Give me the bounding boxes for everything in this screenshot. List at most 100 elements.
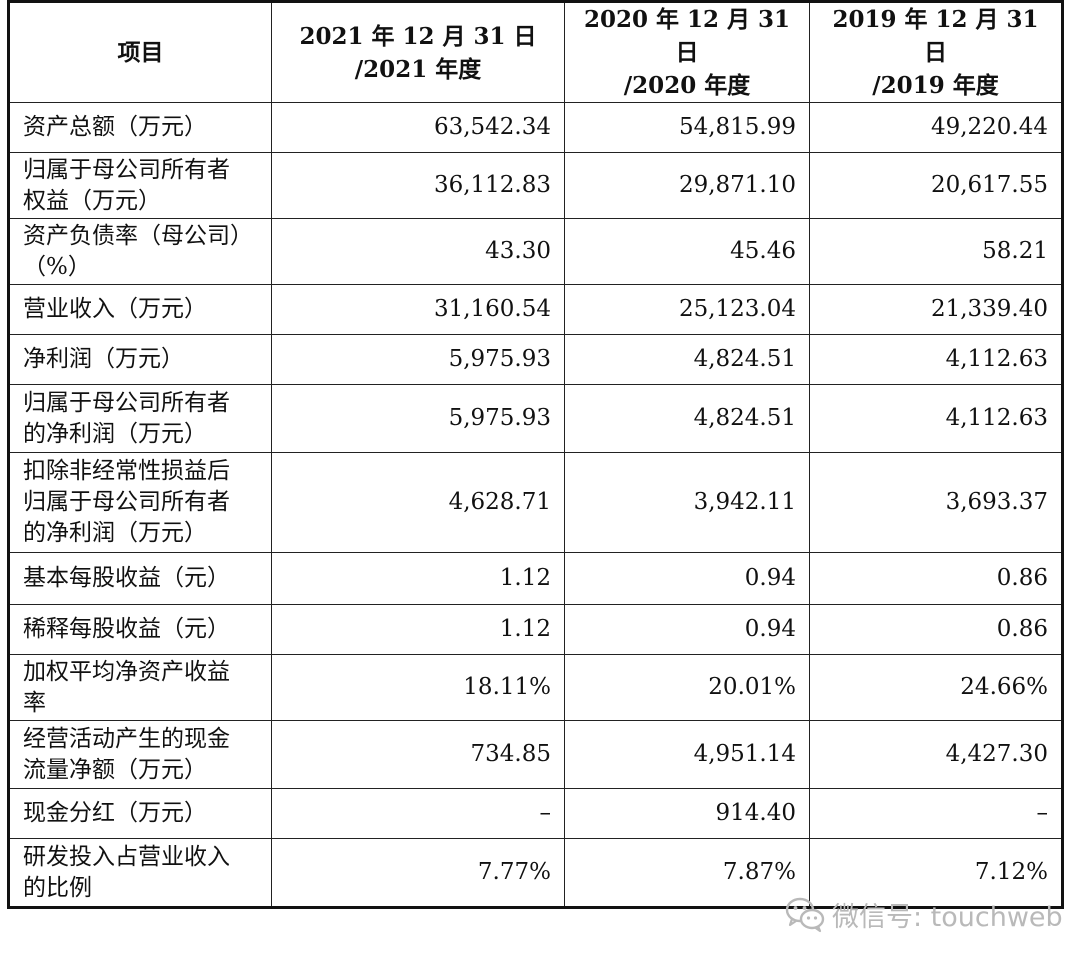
- value-2019: 0.86: [809, 552, 1063, 605]
- value-2021: 31,160.54: [271, 284, 565, 335]
- table-row: 资产负债率（母公司） （%） 43.30 45.46 58.21: [8, 218, 1063, 285]
- value-2020: 20.01%: [564, 654, 810, 721]
- value-2019: –: [809, 788, 1063, 839]
- value-2021: 18.11%: [271, 654, 565, 721]
- label-line: 权益（万元）: [23, 187, 161, 214]
- table-row: 加权平均净资产收益 率 18.11% 20.01% 24.66%: [8, 654, 1063, 721]
- header-line: 2019 年 12 月 31 日: [832, 6, 1039, 66]
- row-label: 资产总额（万元）: [8, 102, 272, 153]
- value-2020: 25,123.04: [564, 284, 810, 335]
- value-2019: 49,220.44: [809, 102, 1063, 153]
- table-row: 研发投入占营业收入 的比例 7.77% 7.87% 7.12%: [8, 838, 1063, 908]
- header-line: 2021 年 12 月 31 日: [299, 22, 537, 50]
- label-line: 基本每股收益（元）: [23, 565, 230, 591]
- table-row: 基本每股收益（元） 1.12 0.94 0.86: [8, 552, 1063, 605]
- table-row: 现金分红（万元） – 914.40 –: [8, 788, 1063, 839]
- value-2021: 734.85: [271, 720, 565, 789]
- header-2019: 2019 年 12 月 31 日 /2019 年度: [809, 1, 1063, 103]
- value-2021: 1.12: [271, 604, 565, 655]
- label-line: 营业收入（万元）: [23, 296, 207, 322]
- header-line: /2021 年度: [354, 55, 482, 83]
- watermark: 微信号: touchweb: [784, 893, 1063, 935]
- value-2019: 24.66%: [809, 654, 1063, 721]
- value-2019: 21,339.40: [809, 284, 1063, 335]
- label-line: 的净利润（万元）: [23, 420, 207, 447]
- table-row: 扣除非经常性损益后 归属于母公司所有者 的净利润（万元） 4,628.71 3,…: [8, 452, 1063, 553]
- value-2020: 4,951.14: [564, 720, 810, 789]
- row-label: 归属于母公司所有者 的净利润（万元）: [8, 384, 272, 453]
- value-2021: 36,112.83: [271, 152, 565, 219]
- row-label: 研发投入占营业收入 的比例: [8, 838, 272, 908]
- table-row: 归属于母公司所有者 的净利润（万元） 5,975.93 4,824.51 4,1…: [8, 384, 1063, 453]
- value-2019: 20,617.55: [809, 152, 1063, 219]
- row-label: 营业收入（万元）: [8, 284, 272, 335]
- table-row: 营业收入（万元） 31,160.54 25,123.04 21,339.40: [8, 284, 1063, 335]
- value-2019: 4,112.63: [809, 334, 1063, 385]
- label-line: 资产负债率（母公司）: [23, 222, 253, 249]
- row-label: 净利润（万元）: [8, 334, 272, 385]
- label-line: 加权平均净资产收益: [23, 658, 230, 685]
- label-line: 经营活动产生的现金: [23, 725, 230, 752]
- row-label: 资产负债率（母公司） （%）: [8, 218, 272, 285]
- label-line: 净利润（万元）: [23, 346, 184, 372]
- header-line: 项目: [117, 39, 164, 66]
- header-2021: 2021 年 12 月 31 日 /2021 年度: [271, 1, 565, 103]
- value-2019: 3,693.37: [809, 452, 1063, 553]
- label-line: 稀释每股收益（元）: [23, 616, 230, 642]
- value-2020: 0.94: [564, 552, 810, 605]
- label-line: 扣除非经常性损益后: [23, 458, 230, 484]
- value-2020: 914.40: [564, 788, 810, 839]
- table-row: 资产总额（万元） 63,542.34 54,815.99 49,220.44: [8, 102, 1063, 153]
- value-2020: 4,824.51: [564, 384, 810, 453]
- header-line: /2019 年度: [872, 72, 999, 99]
- header-item: 项目: [8, 1, 272, 103]
- watermark-text: 微信号: touchweb: [832, 901, 1063, 933]
- value-2020: 7.87%: [564, 838, 810, 908]
- label-line: 研发投入占营业收入: [23, 843, 230, 870]
- value-2021: 7.77%: [271, 838, 565, 908]
- value-2020: 3,942.11: [564, 452, 810, 553]
- table-row: 归属于母公司所有者 权益（万元） 36,112.83 29,871.10 20,…: [8, 152, 1063, 219]
- value-2021: 43.30: [271, 218, 565, 285]
- label-line: 的净利润（万元）: [23, 520, 207, 546]
- label-line: 的比例: [23, 874, 92, 901]
- label-line: 资产总额（万元）: [23, 114, 207, 140]
- row-label: 经营活动产生的现金 流量净额（万元）: [8, 720, 272, 789]
- value-2019: 4,427.30: [809, 720, 1063, 789]
- value-2021: 5,975.93: [271, 384, 565, 453]
- label-line: 率: [23, 689, 46, 716]
- value-2019: 7.12%: [809, 838, 1063, 908]
- value-2021: –: [271, 788, 565, 839]
- label-line: 归属于母公司所有者: [23, 156, 230, 183]
- label-line: 归属于母公司所有者: [23, 489, 230, 515]
- label-line: 归属于母公司所有者: [23, 389, 230, 416]
- header-2020: 2020 年 12 月 31 日 /2020 年度: [564, 1, 810, 103]
- wechat-icon: [785, 897, 825, 933]
- value-2020: 29,871.10: [564, 152, 810, 219]
- header-line: 2020 年 12 月 31 日: [583, 6, 791, 66]
- value-2019: 4,112.63: [809, 384, 1063, 453]
- label-line: 流量净额（万元）: [23, 756, 207, 783]
- row-label: 扣除非经常性损益后 归属于母公司所有者 的净利润（万元）: [8, 452, 272, 553]
- value-2019: 0.86: [809, 604, 1063, 655]
- label-line: （%）: [23, 253, 91, 280]
- value-2019: 58.21: [809, 218, 1063, 285]
- table-row: 稀释每股收益（元） 1.12 0.94 0.86: [8, 604, 1063, 655]
- label-line: 现金分红（万元）: [23, 800, 207, 826]
- value-2021: 5,975.93: [271, 334, 565, 385]
- row-label: 稀释每股收益（元）: [8, 604, 272, 655]
- value-2020: 4,824.51: [564, 334, 810, 385]
- value-2020: 45.46: [564, 218, 810, 285]
- value-2021: 63,542.34: [271, 102, 565, 153]
- financial-table: 项目 2021 年 12 月 31 日 /2021 年度 2020 年 12 月…: [7, 0, 1064, 909]
- header-line: /2020 年度: [623, 72, 751, 99]
- row-label: 加权平均净资产收益 率: [8, 654, 272, 721]
- header-row: 项目 2021 年 12 月 31 日 /2021 年度 2020 年 12 月…: [8, 1, 1063, 103]
- value-2021: 1.12: [271, 552, 565, 605]
- row-label: 现金分红（万元）: [8, 788, 272, 839]
- value-2020: 0.94: [564, 604, 810, 655]
- row-label: 归属于母公司所有者 权益（万元）: [8, 152, 272, 219]
- table-row: 经营活动产生的现金 流量净额（万元） 734.85 4,951.14 4,427…: [8, 720, 1063, 789]
- value-2020: 54,815.99: [564, 102, 810, 153]
- table-row: 净利润（万元） 5,975.93 4,824.51 4,112.63: [8, 334, 1063, 385]
